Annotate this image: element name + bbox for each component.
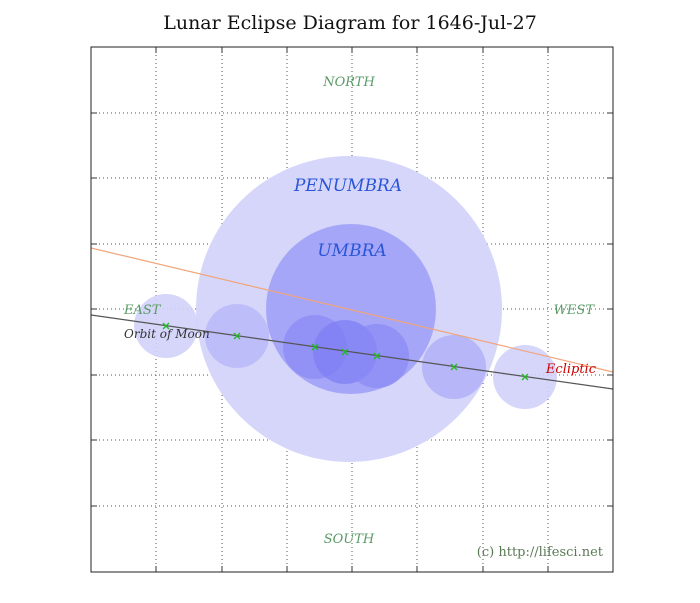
south-label: SOUTH bbox=[324, 532, 375, 547]
marker-icon bbox=[450, 363, 458, 371]
orbit-label: Orbit of Moon bbox=[124, 327, 210, 341]
marker-icon bbox=[162, 322, 170, 330]
marker-icon bbox=[373, 352, 381, 360]
penumbra-label: PENUMBRA bbox=[293, 176, 402, 196]
copyright-text: (c) http://lifesci.net bbox=[477, 545, 604, 560]
diagram-title: Lunar Eclipse Diagram for 1646-Jul-27 bbox=[163, 12, 537, 34]
west-label: WEST bbox=[554, 303, 596, 318]
marker-icon bbox=[521, 373, 529, 381]
tick-marks bbox=[91, 47, 613, 572]
marker-icon bbox=[341, 348, 349, 356]
moon-center-markers bbox=[162, 322, 529, 381]
east-label: EAST bbox=[123, 303, 162, 318]
north-label: NORTH bbox=[322, 75, 375, 90]
marker-icon bbox=[311, 343, 319, 351]
diagram-frame bbox=[90, 46, 614, 573]
umbra-label: UMBRA bbox=[317, 241, 386, 261]
ecliptic-label: Ecliptic bbox=[545, 362, 597, 377]
marker-icon bbox=[233, 332, 241, 340]
ecliptic-line bbox=[91, 247, 613, 373]
